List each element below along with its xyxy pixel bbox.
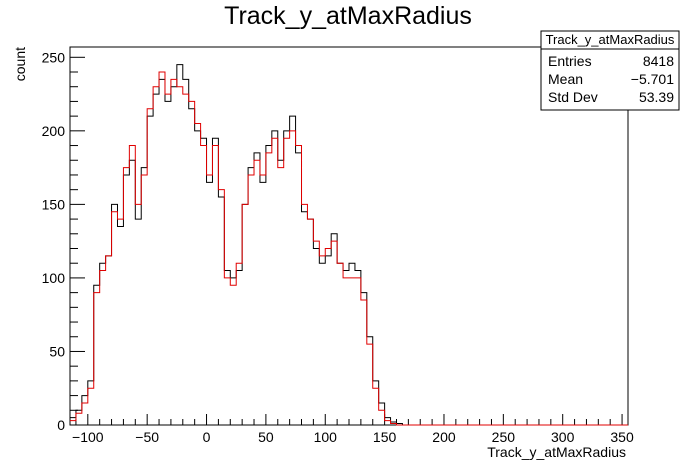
- x-axis-label: Track_y_atMaxRadius: [487, 444, 626, 460]
- y-axis: 0 50 100 150 200 250: [42, 49, 85, 433]
- y-tick-label: 150: [42, 196, 66, 212]
- y-axis-label: count: [12, 47, 28, 81]
- x-tick-label: −100: [72, 429, 104, 445]
- x-tick-label: 150: [373, 429, 397, 445]
- x-tick-label: 300: [551, 429, 575, 445]
- stats-box: Track_y_atMaxRadius Entries 8418 Mean −5…: [540, 30, 680, 111]
- stats-mean-value: −5.701: [631, 71, 674, 87]
- stats-stddev-label: Std Dev: [548, 89, 598, 105]
- x-tick-label: 100: [314, 429, 338, 445]
- y-tick-label: 50: [49, 343, 65, 359]
- x-tick-label: 50: [258, 429, 274, 445]
- stats-stddev-value: 53.39: [639, 89, 674, 105]
- histogram-series-black: [70, 64, 628, 426]
- chart-title: Track_y_atMaxRadius: [224, 2, 472, 30]
- y-tick-label: 100: [42, 270, 66, 286]
- x-tick-label: 200: [432, 429, 456, 445]
- x-tick-label: 250: [492, 429, 516, 445]
- x-tick-label: 0: [203, 429, 211, 445]
- stats-entries-value: 8418: [643, 53, 674, 69]
- y-tick-label: 0: [57, 417, 65, 433]
- histogram-series-red: [70, 71, 628, 426]
- stats-entries-label: Entries: [548, 53, 592, 69]
- y-tick-label: 250: [42, 49, 66, 65]
- stats-box-frame: [540, 30, 680, 111]
- stats-box-title: Track_y_atMaxRadius: [546, 32, 675, 47]
- x-tick-label: −50: [135, 429, 159, 445]
- x-axis: −100 −50 0 50 100 150 200 250 300 350: [72, 414, 634, 445]
- stats-mean-label: Mean: [548, 71, 583, 87]
- x-tick-label: 350: [610, 429, 634, 445]
- y-tick-label: 200: [42, 123, 66, 139]
